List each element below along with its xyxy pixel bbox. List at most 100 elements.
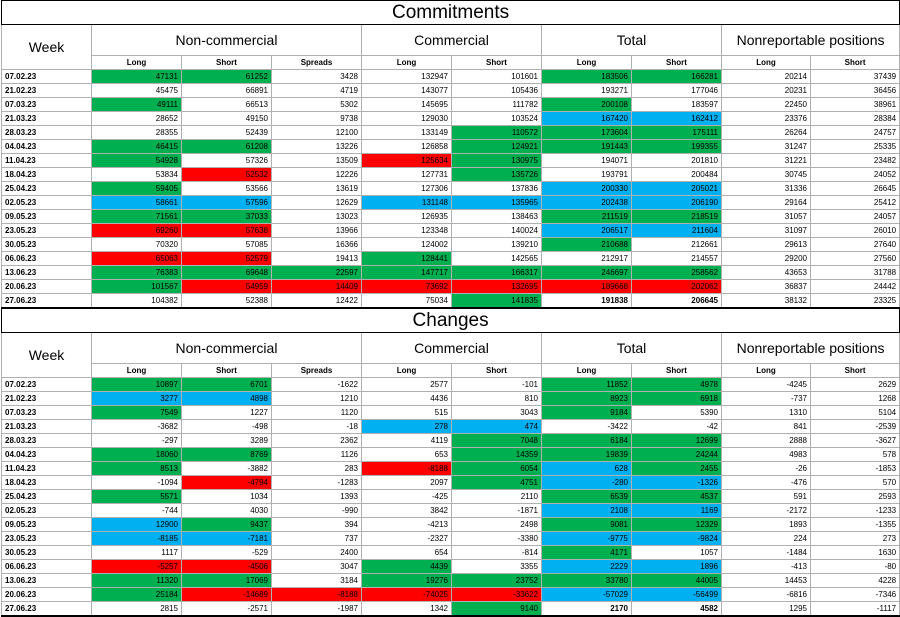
value-cell: 515: [361, 405, 452, 420]
value-cell: 12329: [631, 517, 722, 532]
value-cell: 4537: [631, 489, 722, 504]
value-cell: 104382: [91, 293, 182, 309]
value-cell: -2172: [721, 503, 811, 518]
value-cell: 1227: [181, 405, 272, 420]
commitments-title-row: Commitments: [0, 0, 900, 25]
value-cell: 1268: [809, 391, 900, 406]
value-cell: 183597: [631, 97, 722, 112]
value-cell: 57638: [181, 223, 272, 238]
week-cell: 28.03.23: [1, 125, 92, 140]
value-cell: -1233: [809, 503, 900, 518]
value-cell: 132947: [361, 69, 452, 84]
value-cell: 37033: [181, 209, 272, 224]
value-cell: 31221: [721, 153, 811, 168]
value-cell: 22597: [271, 265, 362, 280]
week-cell: 21.03.23: [1, 419, 92, 434]
value-cell: 139210: [451, 237, 542, 252]
table-row: 11.04.23 54928 57326 13509 125634 130975 19407…: [1, 153, 900, 168]
week-header: Week: [1, 24, 92, 70]
table-row: 30.05.23 70320 57085 16366 124002 139210 21068…: [1, 237, 900, 252]
value-cell: 23482: [809, 153, 900, 168]
value-cell: 570: [809, 475, 900, 490]
value-cell: 124921: [451, 139, 542, 154]
value-cell: 173604: [541, 125, 632, 140]
value-cell: 26264: [721, 125, 811, 140]
value-cell: 13966: [271, 223, 362, 238]
table-row: 06.06.23 65063 52579 19413 128441 142565 21291…: [1, 251, 900, 266]
value-cell: 9081: [541, 517, 632, 532]
value-cell: 3047: [271, 559, 362, 574]
changes-title-row: Changes: [0, 307, 900, 333]
value-cell: 162412: [631, 111, 722, 126]
subheader-cell: Spreads: [271, 363, 362, 378]
week-cell: 30.05.23: [1, 237, 92, 252]
value-cell: 2229: [541, 559, 632, 574]
value-cell: 654: [361, 545, 452, 560]
value-cell: 193271: [541, 83, 632, 98]
value-cell: 14409: [271, 279, 362, 294]
value-cell: 2110: [451, 489, 542, 504]
value-cell: 212917: [541, 251, 632, 266]
value-cell: 12100: [271, 125, 362, 140]
subheader-cell: Short: [181, 55, 272, 70]
table-row: 13.06.23 11320 17069 3184 19276 23752 33780 440…: [1, 573, 900, 588]
value-cell: 2888: [721, 433, 811, 448]
week-cell: 25.04.23: [1, 181, 92, 196]
value-cell: 1342: [361, 601, 452, 617]
value-cell: 9437: [181, 517, 272, 532]
value-cell: 578: [809, 447, 900, 462]
value-cell: 1120: [271, 405, 362, 420]
value-cell: 31247: [721, 139, 811, 154]
value-cell: -56499: [631, 587, 722, 602]
value-cell: 2577: [361, 377, 452, 392]
value-cell: 28384: [809, 111, 900, 126]
value-cell: 61252: [181, 69, 272, 84]
commitments-subheader: Long Short Spreads Long Short Long Short…: [2, 55, 900, 70]
value-cell: 24057: [809, 209, 900, 224]
value-cell: -4506: [181, 559, 272, 574]
value-cell: 101567: [91, 279, 182, 294]
value-cell: -2571: [181, 601, 272, 617]
value-cell: 6918: [631, 391, 722, 406]
value-cell: 20214: [721, 69, 811, 84]
value-cell: -101: [451, 377, 542, 392]
week-cell: 04.04.23: [1, 447, 92, 462]
value-cell: 4719: [271, 83, 362, 98]
table-row: 21.02.23 45475 66891 4719 143077 105436 193271…: [1, 83, 900, 98]
value-cell: 1630: [809, 545, 900, 560]
value-cell: 8923: [541, 391, 632, 406]
subheader-cell: Long: [721, 363, 811, 378]
value-cell: 474: [451, 419, 542, 434]
value-cell: 124002: [361, 237, 452, 252]
value-cell: 31788: [809, 265, 900, 280]
value-cell: 36456: [809, 83, 900, 98]
value-cell: 737: [271, 531, 362, 546]
value-cell: 54959: [181, 279, 272, 294]
value-cell: 3355: [451, 559, 542, 574]
value-cell: 111782: [451, 97, 542, 112]
value-cell: 4436: [361, 391, 452, 406]
value-cell: 66891: [181, 83, 272, 98]
value-cell: 12900: [91, 517, 182, 532]
table-row: 18.04.23 53834 52532 12226 127731 135726 19379…: [1, 167, 900, 182]
value-cell: 17069: [181, 573, 272, 588]
value-cell: -3882: [181, 461, 272, 476]
table-row: 28.03.23 28355 52439 12100 133149 110572 17360…: [1, 125, 900, 140]
value-cell: -529: [181, 545, 272, 560]
value-cell: 29613: [721, 237, 811, 252]
value-cell: 29200: [721, 251, 811, 266]
value-cell: 137836: [451, 181, 542, 196]
value-cell: -1853: [809, 461, 900, 476]
table-row: 11.04.23 8513 -3882 283 -8188 6054 628 2455 -26-…: [1, 461, 900, 476]
value-cell: -7181: [181, 531, 272, 546]
value-cell: 3289: [181, 433, 272, 448]
value-cell: 23325: [809, 293, 900, 309]
value-cell: 278: [361, 419, 452, 434]
week-cell: 13.06.23: [1, 265, 92, 280]
week-cell: 02.05.23: [1, 503, 92, 518]
value-cell: -7346: [809, 587, 900, 602]
value-cell: 12422: [271, 293, 362, 309]
subheader-cell: Long: [541, 363, 632, 378]
value-cell: 7549: [91, 405, 182, 420]
